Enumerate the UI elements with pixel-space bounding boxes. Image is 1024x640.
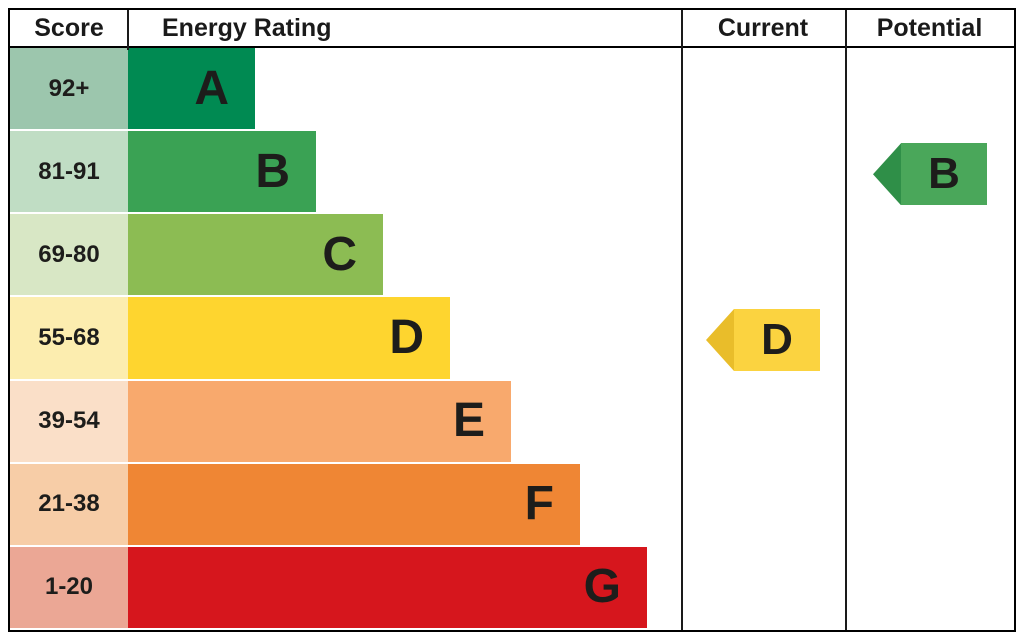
band-score-cell: 92+ [10,48,128,130]
current-rating-arrow: D [706,309,820,371]
band-row: 92+ A [10,48,1014,132]
current-arrow-body: D [734,309,820,371]
band-score-cell: 55-68 [10,297,128,379]
band-score-cell: 1-20 [10,546,128,628]
band-letter: F [524,477,554,531]
header-score: Score [34,13,104,42]
band-score-cell: 39-54 [10,380,128,462]
band-letter: A [194,61,229,115]
band-score-cell: 81-91 [10,131,128,213]
band-score-range: 92+ [48,74,90,102]
band-row: 1-20 G [10,546,1014,628]
potential-arrow-tip [873,143,901,206]
band-score-range: 69-80 [38,240,100,268]
band-letter: D [389,310,424,364]
header-row: Score Energy Rating Current Potential [10,10,1014,48]
band-score-range: 55-68 [38,323,100,351]
band-letter: G [583,560,621,614]
current-arrow-tip [706,309,734,371]
current-arrow-letter: D [761,315,793,364]
band-letter: C [322,227,357,281]
band-score-range: 1-20 [44,573,94,601]
divider-current-potential [845,10,847,630]
band-score-cell: 69-80 [10,214,128,296]
header-potential: Potential [876,13,983,42]
band-bar: D [128,297,450,379]
band-score-range: 81-91 [38,157,100,185]
band-bar: A [128,48,255,130]
band-row: 69-80 C [10,214,1014,298]
band-bar: G [128,546,647,628]
band-score-range: 21-38 [38,490,100,518]
band-letter: E [452,394,485,448]
potential-rating-arrow: B [873,143,987,206]
band-score-range: 39-54 [38,407,100,435]
band-bar: C [128,214,383,296]
band-row: 21-38 F [10,463,1014,547]
band-bar: B [128,131,316,213]
band-row: 55-68 D [10,297,1014,381]
band-score-cell: 21-38 [10,463,128,545]
epc-chart: Score Energy Rating Current Potential 92… [8,8,1016,632]
potential-arrow-body: B [901,143,987,206]
band-row: 81-91 B [10,131,1014,215]
header-current: Current [717,13,809,42]
potential-arrow-letter: B [928,149,960,199]
band-row: 39-54 E [10,380,1014,464]
bands: 92+ A 81-91 B 69-80 C 55-68 D 39-54 [10,48,1014,628]
divider-score-rating [127,10,129,50]
header-energy-rating: Energy Rating [162,13,332,42]
band-letter: B [255,144,290,198]
band-bar: E [128,380,511,462]
divider-rating-current [681,10,683,630]
band-bar: F [128,463,580,545]
